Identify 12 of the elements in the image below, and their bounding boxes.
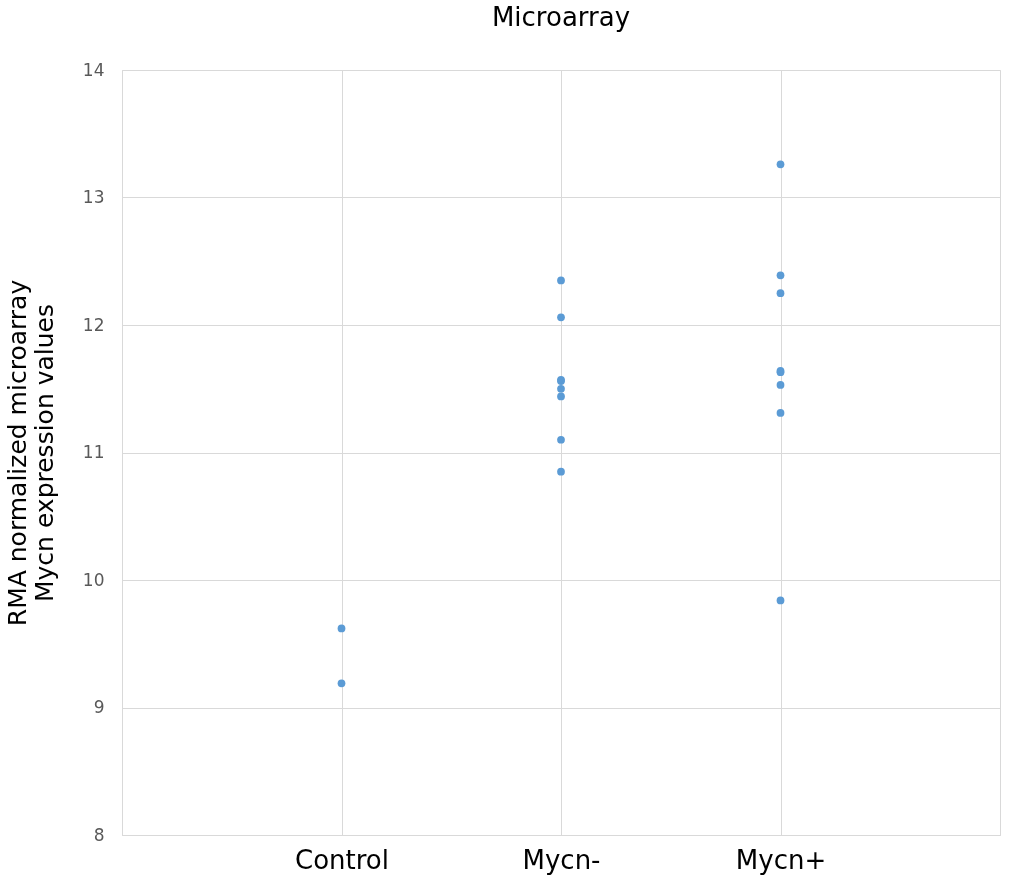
x-tick-label: Control [295,844,389,875]
y-tick-label: 8 [93,824,105,845]
y-tick-label: 11 [82,442,105,462]
x-tick-label: Mycn- [522,844,601,875]
x-tick-label: Mycn+ [735,844,827,875]
chart-title: Microarray [491,2,631,32]
y-tick-label: 12 [82,314,105,335]
y-tick-label: 13 [82,187,105,207]
y-axis-title: RMA normalized microarray Mycn expression values [2,279,59,627]
y-tick-label: 10 [82,569,105,590]
y-tick-label: 9 [93,697,105,717]
y-tick-label: 14 [82,59,105,80]
